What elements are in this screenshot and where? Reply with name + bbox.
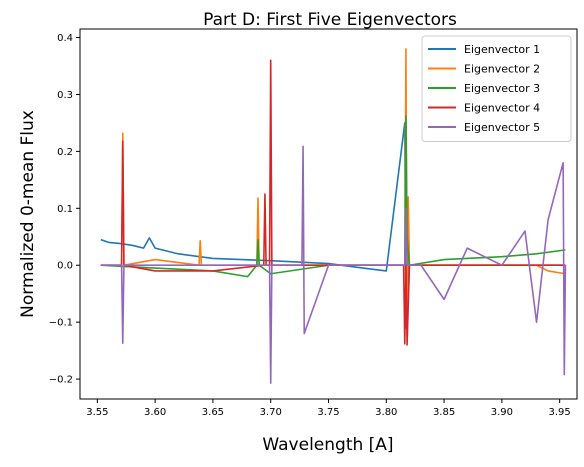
x-tick-label: 3.95	[549, 407, 571, 418]
y-axis: −0.2 −0.1 0.0 0.1 0.2 0.3 0.4	[49, 33, 80, 386]
y-tick-label: 0.0	[57, 261, 73, 272]
series-line-5	[100, 145, 567, 384]
y-axis-label: Normalized 0-mean Flux	[18, 110, 38, 318]
x-tick-label: 3.80	[375, 407, 397, 418]
legend-label-3: Eigenvector 3	[464, 82, 540, 95]
legend: Eigenvector 1 Eigenvector 2 Eigenvector 3 E…	[421, 35, 572, 142]
x-tick-label: 3.55	[86, 407, 108, 418]
x-tick-label: 3.65	[202, 407, 224, 418]
y-tick-label: 0.1	[57, 204, 73, 215]
plot-area	[100, 48, 567, 384]
legend-label-5: Eigenvector 5	[464, 121, 540, 134]
y-tick-label: 0.4	[57, 33, 73, 44]
y-tick-label: 0.3	[57, 90, 73, 101]
legend-label-2: Eigenvector 2	[464, 63, 540, 76]
y-tick-label: 0.2	[57, 147, 73, 158]
legend-box	[421, 35, 572, 142]
x-tick-label: 3.85	[433, 407, 455, 418]
legend-label-4: Eigenvector 4	[464, 102, 540, 115]
series-line-4	[100, 59, 566, 346]
x-tick-label: 3.75	[317, 407, 339, 418]
x-tick-label: 3.70	[260, 407, 282, 418]
legend-label-1: Eigenvector 1	[464, 43, 540, 56]
chart-title: Part D: First Five Eigenvectors	[203, 10, 457, 30]
y-tick-label: −0.1	[49, 318, 73, 329]
series-line-1	[100, 122, 566, 329]
x-tick-label: 3.90	[491, 407, 513, 418]
x-axis-label: Wavelength [A]	[262, 435, 393, 455]
x-tick-label: 3.60	[144, 407, 166, 418]
y-tick-label: −0.2	[49, 375, 73, 386]
x-axis: 3.55 3.60 3.65 3.70 3.75 3.80 3.85 3.90 3.95	[86, 399, 571, 418]
